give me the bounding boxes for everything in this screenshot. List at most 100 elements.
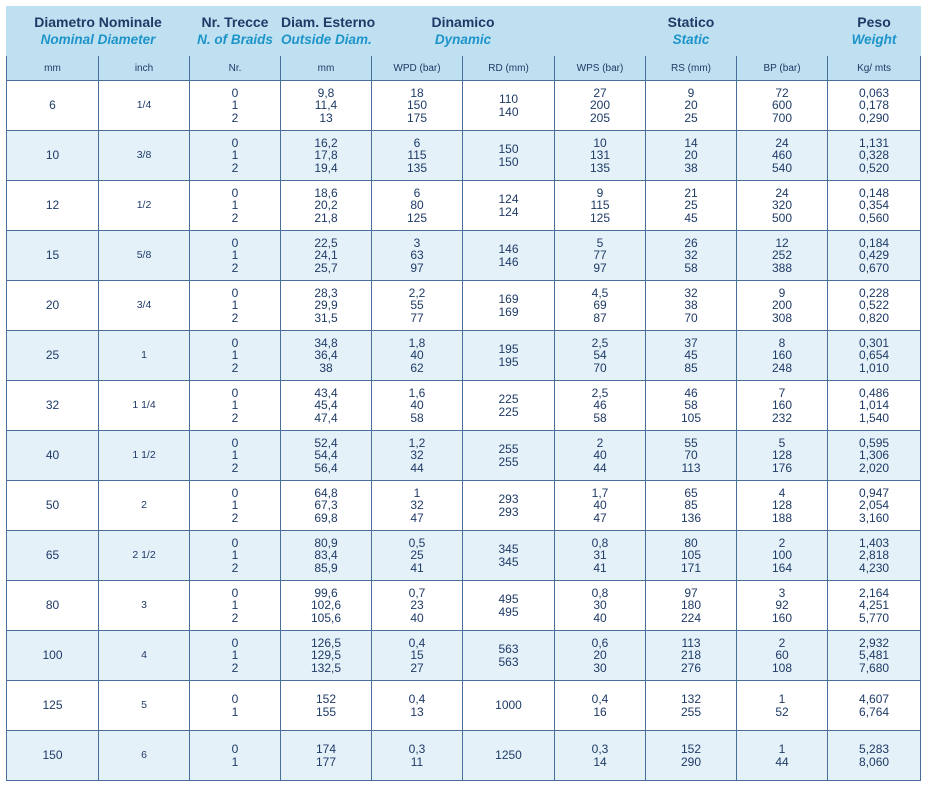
cell-value: 0 — [231, 185, 239, 200]
table-row: 25 1 0 1 2 34,8 36,4 38 1,8 40 62 195 195 2,5 54 70 37 45… — [6, 330, 922, 381]
cell-weight: 0,063 0,178 0,290 — [827, 80, 922, 131]
cell-od: 43,4 45,4 47,4 — [280, 380, 372, 431]
cell-wps: 0,8 31 41 — [554, 530, 647, 581]
cell-value: 0,595 — [859, 435, 890, 450]
cell-value: 2 — [231, 560, 239, 575]
cell-value: 52 — [775, 704, 789, 719]
cell-value: 0,063 — [859, 85, 890, 100]
cell-weight: 0,595 1,306 2,020 — [827, 430, 922, 481]
hose-spec-table: Diametro Nominale Nominal Diameter Nr. T… — [6, 6, 922, 781]
cell-value: 13 — [319, 110, 333, 125]
cell-value: 225 — [498, 392, 519, 406]
cell-value: 77 — [593, 248, 607, 263]
cell-value: 276 — [681, 660, 702, 675]
cell-rs: 80 105 171 — [645, 530, 738, 581]
cell-mm: 25 — [6, 330, 99, 381]
cell-value: 85,9 — [314, 560, 338, 575]
cell-value: 1 — [231, 598, 239, 613]
cell-value: 19,4 — [314, 160, 338, 175]
cell-od: 64,8 67,3 69,8 — [280, 480, 372, 531]
cell-value: 1,8 — [408, 335, 426, 350]
cell-value: 9,8 — [317, 85, 335, 100]
cell-rs: 21 25 45 — [645, 180, 738, 231]
cell-value: 105 — [681, 410, 702, 425]
cell-value: 1250 — [495, 748, 522, 763]
cell-wpd: 1,8 40 62 — [371, 330, 463, 381]
cell-rd: 225 225 — [461, 380, 556, 431]
cell-rd: 169 169 — [461, 280, 556, 331]
cell-mm: 40 — [6, 430, 99, 481]
cell-value: 110 — [498, 92, 519, 106]
cell-value: 0,4 — [408, 635, 426, 650]
cell-wps: 0,8 30 40 — [554, 580, 647, 631]
cell-value: 1 — [231, 398, 239, 413]
cell-value: 54,4 — [314, 448, 338, 463]
cell-value: 200 — [772, 298, 793, 313]
cell-value: 0 — [231, 135, 239, 150]
cell-value: 32 — [684, 248, 698, 263]
cell-bp: 1 52 — [736, 680, 829, 731]
group-header-row: Diametro Nominale Nominal Diameter Nr. T… — [6, 6, 922, 56]
cell-value: 0,301 — [859, 335, 890, 350]
cell-bp: 9 200 308 — [736, 280, 829, 331]
cell-value: 0,486 — [859, 385, 890, 400]
cell-wpd: 1,2 32 44 — [371, 430, 463, 481]
group-header-dynamic: Dinamico Dynamic — [370, 6, 556, 56]
cell-wpd: 0,4 13 — [371, 680, 463, 731]
cell-value: 3 — [778, 585, 786, 600]
cell-value: 45 — [684, 348, 698, 363]
cell-value: 252 — [772, 248, 793, 263]
cell-value: 8 — [778, 335, 786, 350]
cell-rd: 1000 — [461, 680, 556, 731]
cell-value: 174 — [315, 742, 337, 756]
cell-value: 0,178 — [859, 98, 890, 113]
cell-value: 0 — [231, 585, 239, 600]
cell-value: 72 — [775, 85, 789, 100]
cell-value: 255 — [498, 454, 519, 469]
cell-value: 0 — [231, 692, 239, 706]
cell-value: 1 — [231, 198, 239, 213]
cell-value: 1,403 — [859, 535, 890, 550]
cell-od: 16,2 17,8 19,4 — [280, 130, 372, 181]
cell-rd: 146 146 — [461, 230, 556, 281]
cell-value: 115 — [590, 198, 610, 213]
cell-value: 1,540 — [859, 410, 890, 425]
cell-weight: 0,486 1,014 1,540 — [827, 380, 922, 431]
cell-od: 174 177 — [280, 730, 372, 781]
cell-value: 700 — [772, 110, 793, 125]
cell-rs: 14 20 38 — [645, 130, 738, 181]
cell-value: 0,148 — [859, 185, 890, 200]
cell-wpd: 3 63 97 — [371, 230, 463, 281]
cell-value: 4,5 — [591, 285, 609, 300]
table-row: 10 3/8 0 1 2 16,2 17,8 19,4 6 115 135 150 150 10 131 13… — [6, 130, 922, 181]
cell-rd: 1250 — [461, 730, 556, 781]
cell-value: 0,429 — [859, 248, 890, 263]
cell-value: 4,251 — [859, 598, 890, 613]
cell-wpd: 18 150 175 — [371, 80, 463, 131]
cell-inch: 2 — [98, 480, 190, 531]
cell-value: 15 — [410, 648, 424, 663]
group-header-nominal-diameter: Diametro Nominale Nominal Diameter — [6, 6, 190, 56]
cell-rd: 255 255 — [461, 430, 556, 481]
col-header-bp: BP (bar) — [736, 55, 829, 81]
cell-od: 28,3 29,9 31,5 — [280, 280, 372, 331]
cell-wpd: 6 115 135 — [371, 130, 463, 181]
cell-value: 30 — [593, 598, 607, 613]
cell-value: 1 — [413, 485, 421, 500]
cell-mm: 32 — [6, 380, 99, 431]
cell-value: 1,010 — [859, 360, 890, 375]
col-header-rs: RS (mm) — [645, 55, 738, 81]
cell-rd: 563 563 — [461, 630, 556, 681]
cell-value: 27 — [593, 85, 607, 100]
cell-value: 563 — [498, 654, 519, 669]
group-title-it: Diametro Nominale — [34, 14, 162, 30]
cell-value: 7,680 — [859, 660, 890, 675]
group-title-en: Outside Diam. — [281, 32, 372, 47]
cell-wps: 2 40 44 — [554, 430, 647, 481]
cell-value: 40 — [410, 348, 424, 363]
cell-mm: 50 — [6, 480, 99, 531]
cell-value: 126,5 — [310, 635, 342, 650]
